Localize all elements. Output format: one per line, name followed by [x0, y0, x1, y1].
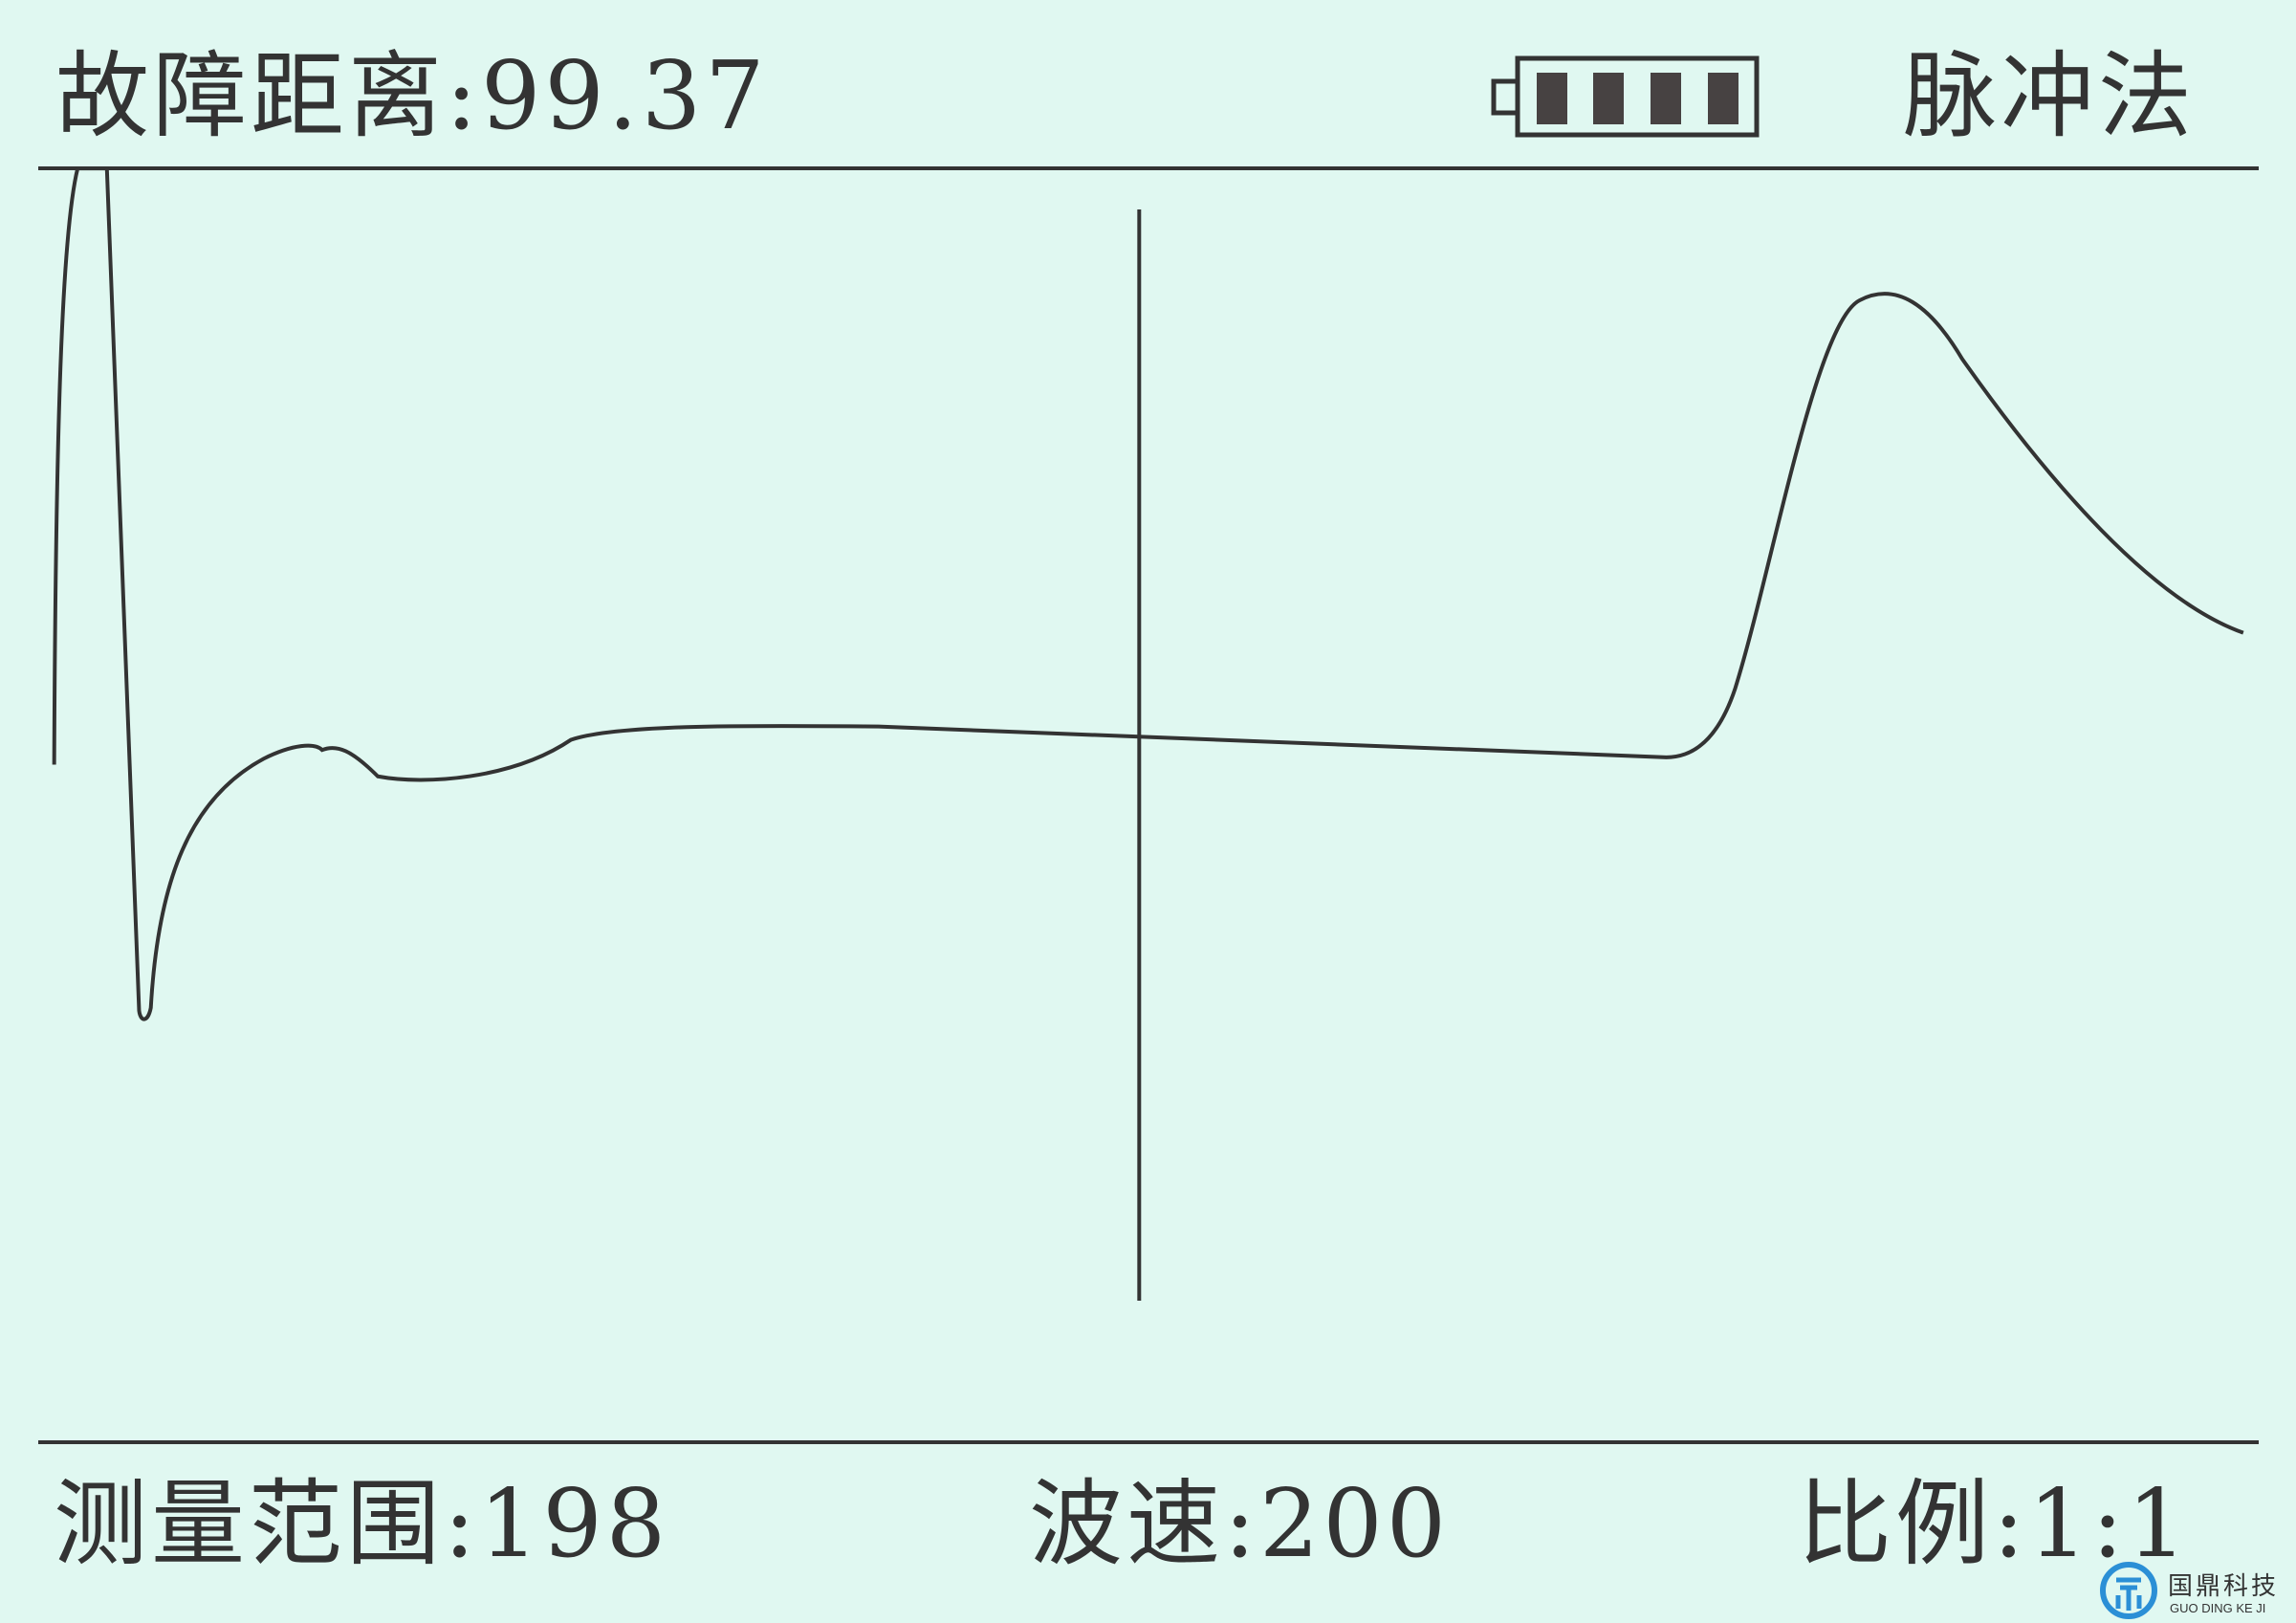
logo-name-en: GUO DING KE JI [2170, 1601, 2266, 1615]
battery-icon [1491, 55, 1760, 138]
footer-divider [38, 1440, 2259, 1444]
measurement-mode: 脉冲法 [1903, 42, 2197, 151]
logo-emblem-icon [2100, 1562, 2157, 1619]
battery-bar [1537, 73, 1567, 124]
header-divider [38, 166, 2259, 170]
battery-bar [1708, 73, 1738, 124]
scale-ratio: 比例:1:1 [1798, 1470, 2191, 1579]
waveform-trace [52, 166, 2244, 1021]
company-logo: 国鼎科技 GUO DING KE JI [2099, 1559, 2296, 1623]
fault-distance-readout: 故障距离:99.37 [55, 42, 769, 151]
wave-velocity: 波速:200 [1029, 1470, 1451, 1579]
measurement-range: 测量范围:198 [54, 1470, 670, 1579]
battery-bar [1651, 73, 1681, 124]
battery-bar [1593, 73, 1624, 124]
logo-name-cn: 国鼎科技 [2168, 1572, 2280, 1601]
